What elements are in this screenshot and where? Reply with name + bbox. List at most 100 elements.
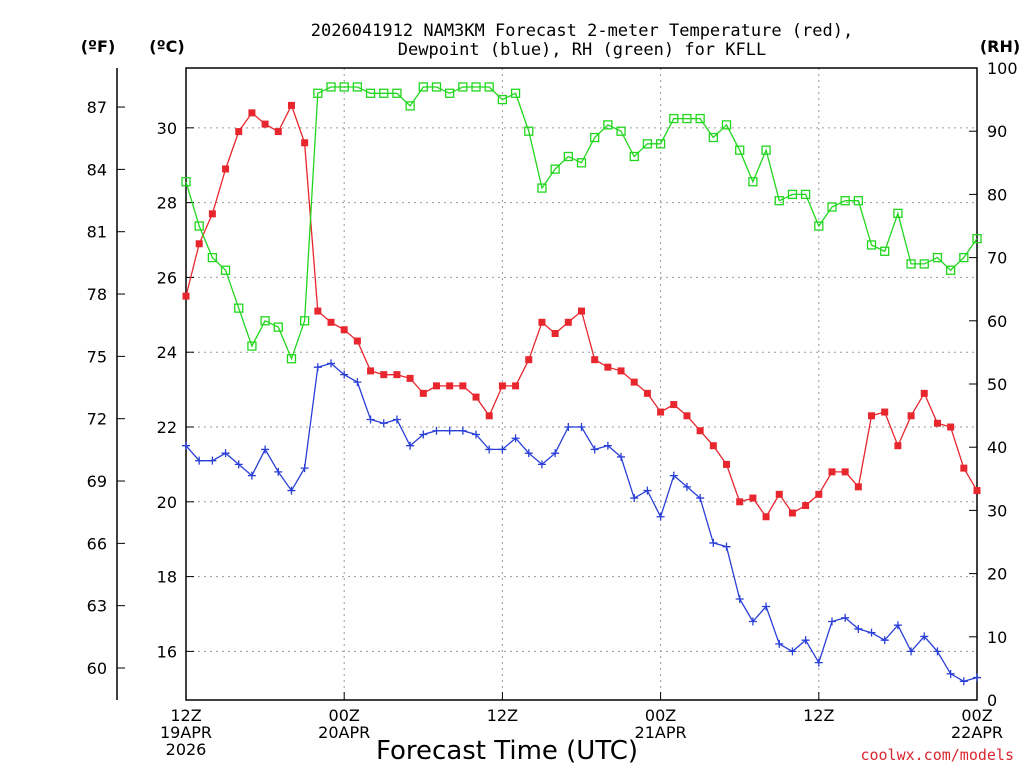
rh-tick-label: 50 [987,375,1007,394]
celsius-axis-label: (ºC) [149,37,184,56]
dewpoint-point [577,423,586,432]
rh-point [827,202,837,212]
dewpoint-point [696,494,705,503]
dewpoint-point [485,445,494,454]
dewpoint-point [775,639,784,648]
rh-point [866,240,877,250]
dewpoint-point [313,363,322,372]
x-tick-label: 22APR [951,723,1003,742]
rh-point [405,101,415,111]
rh-point [787,189,798,200]
rh-point [326,82,336,92]
2-meter-temperature-point [749,494,757,502]
rh-point [313,88,323,98]
rh-point [906,259,916,269]
fahrenheit-axis-label: (ºF) [81,37,116,56]
dewpoint-point [498,445,507,454]
dewpoint-point [867,628,876,637]
x-tick-label: 12Z [170,706,201,725]
rh-point [445,88,455,98]
rh-line [185,86,978,361]
dewpoint-point [287,486,296,495]
rh-point [352,82,363,92]
fahrenheit-tick-label: 69 [87,472,107,491]
series-layer [181,82,982,686]
dewpoint-point [445,426,454,435]
x-tick-label: 12Z [803,706,834,725]
2-meter-temperature-point [696,427,704,435]
rh-point [418,82,428,92]
rh-point [814,221,824,231]
rh-tick-label: 70 [987,249,1007,268]
rh-point [379,88,389,98]
2-meter-temperature-point [762,513,770,521]
x-tick-label: 2026 [166,740,207,759]
2-meter-temperature-point [182,292,190,300]
dewpoint-point [788,647,797,656]
rh-point [260,316,270,326]
2-meter-temperature-point [525,356,533,364]
rh-point [603,120,613,130]
rh-point [642,139,653,149]
rh-point [629,151,639,162]
dewpoint-point [630,494,639,503]
dewpoint-point [419,430,428,439]
rh-point [524,126,534,136]
rh-point [550,164,560,174]
rh-point [893,208,903,219]
rh-point [471,82,481,92]
rh-point [392,88,402,98]
rh-point [273,322,283,332]
rh-point [669,113,679,124]
2-meter-temperature-point [195,240,203,248]
rh-point [590,132,600,143]
x-tick-label: 20APR [318,723,370,742]
dewpoint-point [406,441,415,450]
2-meter-temperature-point [881,408,889,416]
rh-point [286,354,297,364]
fahrenheit-tick-label: 78 [87,285,107,304]
dewpoint-point [366,415,375,424]
rh-point [181,177,191,187]
2-meter-temperature-point [854,483,862,491]
rh-point [708,132,718,143]
rh-point [735,145,745,155]
rh-point [207,252,218,263]
2-meter-temperature-point [419,389,427,397]
dewpoint-point [234,460,243,469]
fahrenheit-tick-label: 75 [87,347,107,366]
rh-point [510,88,521,98]
2-meter-temperature-point [432,382,440,390]
rh-point [247,341,257,351]
dewpoint-point [643,486,652,495]
axes: 16 18 20 22 24 26 28 30 0 10 20 30 40 50 60 70 80 90 100 60… [87,59,1018,759]
2-meter-temperature-point [367,367,375,375]
2-meter-temperature-point [683,412,691,420]
2-meter-temperature-point [709,442,717,450]
rh-tick-label: 0 [987,691,997,710]
2-meter-temperature-point [788,509,796,517]
rh-tick-label: 60 [987,312,1007,331]
dewpoint-point [709,538,718,547]
rh-point [880,246,890,256]
rh-point [563,151,573,162]
dewpoint-point [933,647,942,656]
rh-point [220,265,231,275]
fahrenheit-tick-label: 87 [87,98,107,117]
2-meter-temperature-point [208,210,216,218]
2-meter-temperature-point [947,423,955,431]
dewpoint-point [590,445,599,454]
dewpoint-point [524,449,533,458]
2-meter-temperature-point [604,363,612,371]
fahrenheit-tick-label: 84 [87,160,107,179]
rh-point [800,189,811,200]
2-meter-temperature-point [828,468,836,476]
2-meter-temperature-point [393,371,401,379]
2-meter-temperature-point [564,318,572,326]
celsius-tick-label: 22 [157,418,177,437]
rh-point [840,196,850,206]
rh-point [339,82,349,92]
dewpoint-point [801,636,810,645]
dewpoint-point [392,415,401,424]
dewpoint-point [946,669,955,678]
